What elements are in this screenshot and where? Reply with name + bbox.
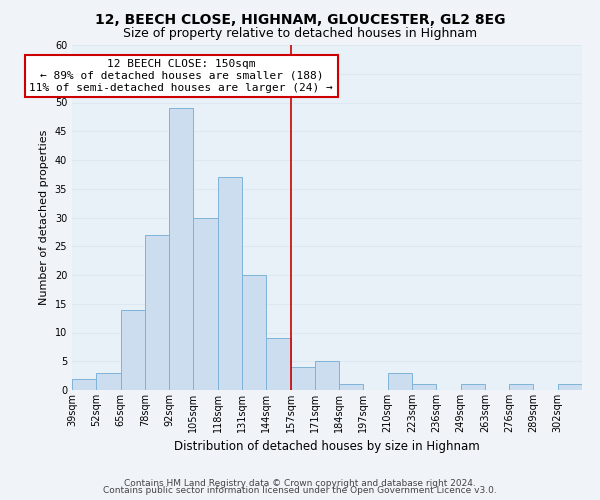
Bar: [96, 373, 121, 390]
Bar: [290, 367, 315, 390]
Bar: [339, 384, 364, 390]
Text: 12, BEECH CLOSE, HIGHNAM, GLOUCESTER, GL2 8EG: 12, BEECH CLOSE, HIGHNAM, GLOUCESTER, GL…: [95, 12, 505, 26]
Bar: [72, 378, 96, 390]
X-axis label: Distribution of detached houses by size in Highnam: Distribution of detached houses by size …: [174, 440, 480, 454]
Text: Size of property relative to detached houses in Highnam: Size of property relative to detached ho…: [123, 28, 477, 40]
Bar: [145, 235, 169, 390]
Bar: [558, 384, 582, 390]
Bar: [388, 373, 412, 390]
Bar: [461, 384, 485, 390]
Bar: [315, 361, 339, 390]
Text: 12 BEECH CLOSE: 150sqm
← 89% of detached houses are smaller (188)
11% of semi-de: 12 BEECH CLOSE: 150sqm ← 89% of detached…: [29, 60, 333, 92]
Bar: [242, 275, 266, 390]
Bar: [266, 338, 290, 390]
Bar: [169, 108, 193, 390]
Text: Contains HM Land Registry data © Crown copyright and database right 2024.: Contains HM Land Registry data © Crown c…: [124, 478, 476, 488]
Bar: [509, 384, 533, 390]
Bar: [218, 178, 242, 390]
Bar: [121, 310, 145, 390]
Bar: [412, 384, 436, 390]
Y-axis label: Number of detached properties: Number of detached properties: [39, 130, 49, 305]
Text: Contains public sector information licensed under the Open Government Licence v3: Contains public sector information licen…: [103, 486, 497, 495]
Bar: [193, 218, 218, 390]
